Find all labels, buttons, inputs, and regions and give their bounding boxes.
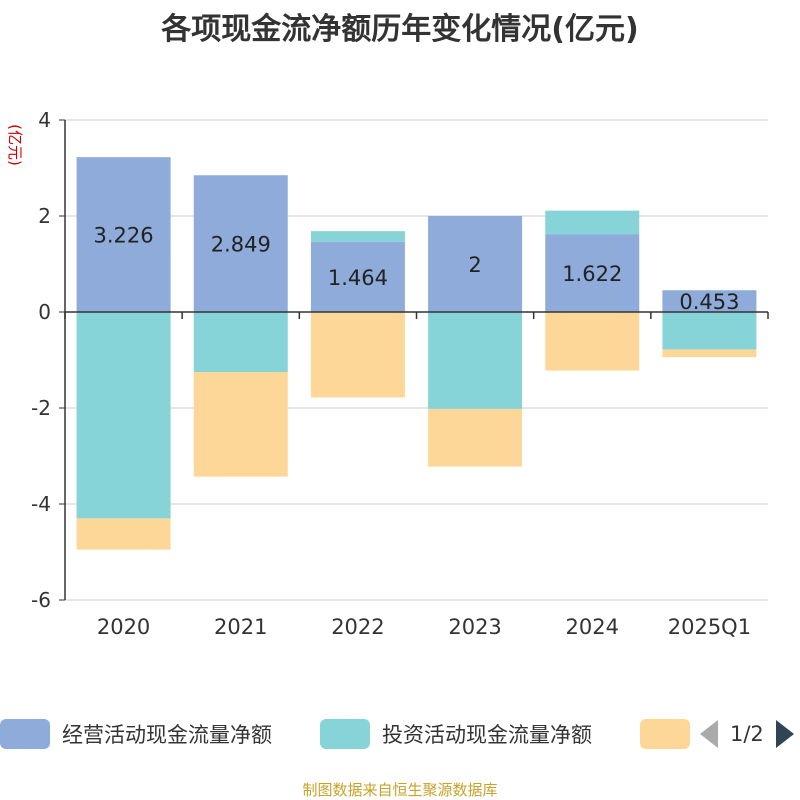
legend-item-financing[interactable]	[640, 716, 690, 752]
data-label-2024: 1.622	[562, 262, 622, 286]
x-tick-label: 2022	[331, 615, 384, 639]
bar-2021-series-2[interactable]	[193, 372, 288, 477]
y-tick-label: -2	[31, 396, 51, 420]
y-tick-label: 2	[38, 204, 51, 228]
bar-2020-series-0[interactable]	[76, 157, 171, 312]
legend-pager: 1/2	[700, 716, 794, 752]
data-label-2021: 2.849	[211, 233, 271, 257]
source-note: 制图数据来自恒生聚源数据库	[302, 781, 498, 799]
legend-item-operating[interactable]: 经营活动现金流量净额	[0, 716, 272, 752]
y-tick-label: -4	[31, 492, 51, 516]
x-tick-label: 2023	[448, 615, 501, 639]
bar-2024-series-2[interactable]	[545, 312, 640, 371]
x-tick-label: 2025Q1	[668, 615, 751, 639]
bar-2022-series-2[interactable]	[310, 312, 405, 398]
bar-2025Q1-series-1[interactable]	[662, 312, 757, 350]
y-tick-label: -6	[31, 588, 51, 612]
bar-2025Q1-series-0[interactable]	[662, 290, 757, 312]
y-axis-label: (亿元)	[6, 124, 24, 166]
x-tick-label: 2024	[566, 615, 619, 639]
bar-2023-series-0[interactable]	[428, 216, 523, 312]
legend-label-investing: 投资活动现金流量净额	[382, 723, 592, 747]
data-label-2025Q1: 0.453	[679, 290, 739, 314]
pager-next-icon[interactable]	[775, 720, 794, 748]
bar-2022-series-0[interactable]	[310, 241, 405, 312]
y-tick-label: 4	[38, 108, 51, 132]
pager-text: 1/2	[730, 722, 764, 746]
bar-2020-series-1[interactable]	[76, 312, 171, 519]
y-tick-label: 0	[38, 300, 51, 324]
data-label-2023: 2	[468, 253, 481, 277]
legend-swatch-financing	[640, 719, 690, 749]
data-label-2020: 3.226	[94, 224, 154, 248]
data-label-2022: 1.464	[328, 266, 388, 290]
x-tick-label: 2020	[97, 615, 150, 639]
bar-2024-series-0[interactable]	[545, 234, 640, 312]
bar-2020-series-2[interactable]	[76, 518, 171, 550]
legend-swatch-operating	[0, 719, 50, 749]
bar-2021-series-0[interactable]	[193, 175, 288, 312]
chart-title: 各项现金流净额历年变化情况(亿元)	[161, 12, 639, 47]
bar-2025Q1-series-2[interactable]	[662, 349, 757, 358]
bar-2023-series-2[interactable]	[428, 408, 523, 467]
bar-2021-series-1[interactable]	[193, 312, 288, 372]
legend-item-investing[interactable]: 投资活动现金流量净额	[320, 716, 592, 752]
legend: 经营活动现金流量净额 投资活动现金流量净额 1/2	[0, 716, 800, 752]
x-tick-label: 2021	[214, 615, 267, 639]
bar-2022-series-1[interactable]	[310, 231, 405, 242]
bar-2024-series-1[interactable]	[545, 210, 640, 235]
legend-swatch-investing	[320, 719, 370, 749]
pager-prev-icon[interactable]	[700, 720, 718, 748]
bar-2023-series-1[interactable]	[428, 312, 523, 409]
legend-label-operating: 经营活动现金流量净额	[62, 723, 272, 747]
